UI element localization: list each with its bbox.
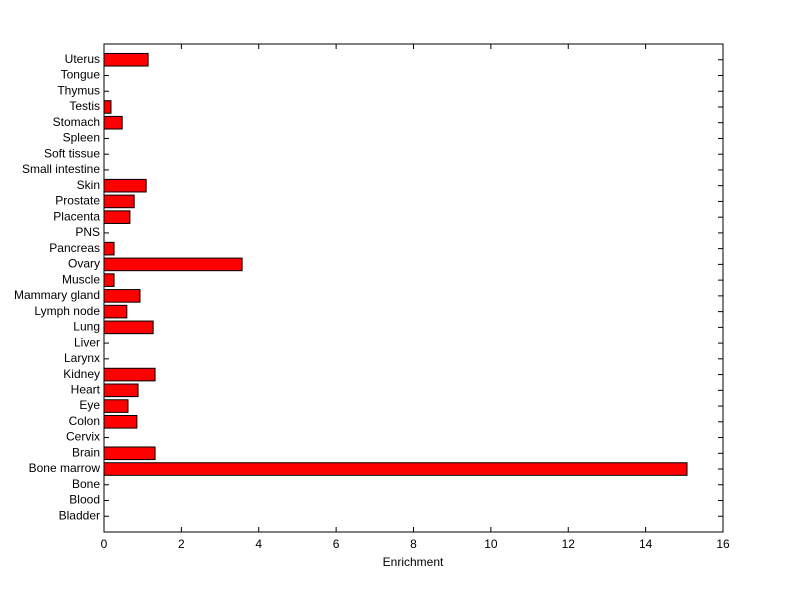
y-tick-label: Muscle [62,272,100,286]
bar [103,178,147,193]
y-tick-label: Prostate [55,194,100,208]
y-tick-label: Uterus [65,52,100,66]
y-tick-label: Lung [73,320,100,334]
x-tick-label: 4 [255,537,262,551]
y-tick-label: Soft tissue [44,146,100,160]
y-tick-label: Colon [69,414,100,428]
y-tick-label: Tongue [61,68,101,82]
y-tick-label: Blood [69,493,100,507]
bar [103,100,112,114]
x-tick-label: 6 [333,537,340,551]
bar [103,446,156,461]
y-tick-label: Spleen [63,131,100,145]
y-tick-label: Small intestine [22,162,100,176]
bar [103,52,149,67]
y-tick-label: Bladder [59,508,100,522]
bar [103,289,141,303]
bar [103,367,156,382]
y-tick-label: Bone marrow [29,461,101,475]
y-tick-label: Mammary gland [14,288,100,302]
y-tick-label: Placenta [53,209,100,223]
y-tick-label: Brain [72,445,100,459]
y-tick-label: Eye [79,398,100,412]
y-tick-label: Bone [72,477,100,491]
y-tick-label: Pancreas [49,241,100,255]
x-tick-label: 12 [562,537,576,551]
x-tick-label: 2 [178,537,185,551]
bar [103,462,688,476]
x-tick-label: 8 [410,537,417,551]
x-tick-label: 14 [639,537,653,551]
y-tick-label: Lymph node [34,304,100,318]
y-tick-label: Testis [69,99,100,113]
bar [103,210,131,224]
plot-area [104,44,723,532]
bar [103,257,243,272]
y-tick-label: Larynx [64,351,100,365]
y-tick-label: Kidney [63,367,100,381]
bar [103,194,135,209]
y-tick-label: Skin [77,178,100,192]
y-tick-label: Heart [71,382,101,396]
y-tick-label: Cervix [66,430,100,444]
bar [103,383,139,398]
bar [103,273,115,287]
axes-box [103,43,724,533]
y-tick-label: PNS [75,225,100,239]
bar [103,241,115,256]
x-tick-label: 16 [716,537,730,551]
bar [103,399,129,413]
bar [103,415,138,429]
bar [103,115,123,130]
y-tick-label: Liver [74,335,100,349]
x-axis-label: Enrichment [383,555,444,569]
bar [103,304,128,319]
bar [103,320,154,335]
x-tick-label: 10 [484,537,498,551]
y-tick-label: Thymus [57,83,100,97]
x-tick-label: 0 [101,537,108,551]
y-tick-label: Ovary [68,257,100,271]
y-tick-label: Stomach [53,115,100,129]
